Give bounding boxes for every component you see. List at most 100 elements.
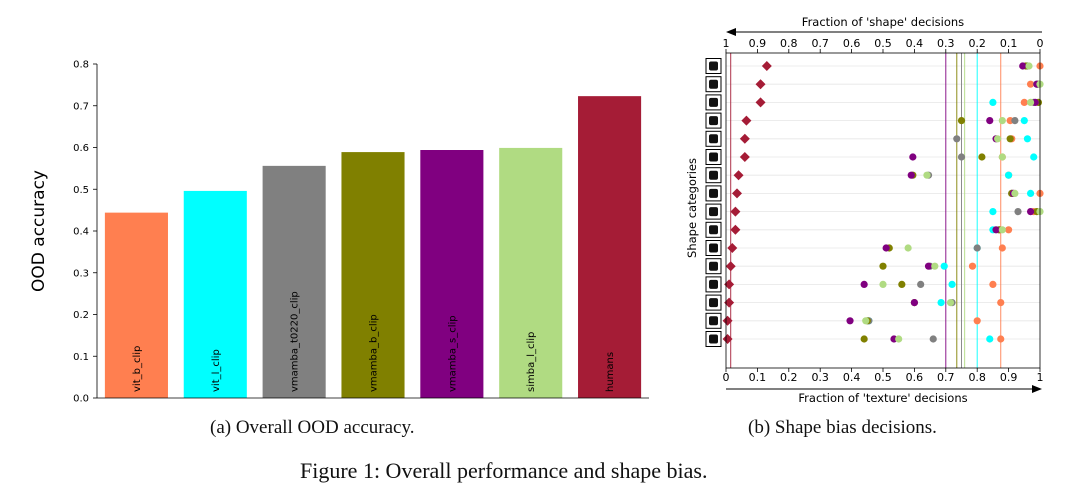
point-vit_l_clip: [1030, 153, 1038, 161]
point-humans: [755, 79, 766, 90]
keyboard-icon: [705, 294, 722, 311]
bar-label-vmamba_s_clip: vmamba_s_clip: [447, 315, 458, 392]
point-humans: [731, 188, 742, 199]
airplane-icon: [705, 94, 722, 111]
bar-label-vmamba_t0220_clip: vmamba_t0220_clip: [290, 291, 301, 392]
panel-a-caption: (a) Overall OOD accuracy.: [210, 417, 415, 438]
shape-points: [722, 61, 1044, 344]
y-tick-label: 0.4: [73, 227, 89, 238]
point-humans: [727, 243, 738, 253]
bar-vmamba_t0220_clip: [262, 165, 326, 398]
point-simba_l_clip: [998, 117, 1006, 125]
point-simba_l_clip: [879, 280, 887, 288]
y-tick-label: 0.6: [73, 143, 89, 154]
bicycle-icon: [705, 240, 722, 256]
point-vmamba_t0220_clip: [1014, 208, 1022, 216]
elephant-icon: [705, 203, 722, 220]
point-humans: [724, 297, 735, 308]
bottom-tick-label: 0.2: [780, 371, 798, 384]
y-tick-label: 0.8: [73, 60, 89, 71]
point-vit_l_clip: [989, 208, 997, 216]
point-humans: [730, 224, 741, 235]
top-tick-label: 0.6: [843, 37, 861, 50]
bar-series: [104, 96, 642, 399]
point-vmamba_b_clip: [879, 262, 887, 270]
bottom-tick-label: 0: [723, 371, 730, 384]
top-tick-label: 0.4: [906, 37, 924, 50]
point-simba_l_clip: [904, 244, 912, 252]
bar-vmamba_s_clip: [420, 150, 484, 398]
point-vmamba_t0220_clip: [917, 280, 925, 288]
point-vit_l_clip: [1023, 135, 1032, 143]
point-simba_l_clip: [998, 153, 1006, 161]
point-vit_b_clip: [997, 335, 1005, 343]
top-tick-label: 0.2: [968, 37, 986, 50]
point-vmamba_s_clip: [992, 226, 1000, 234]
bottom-tick-label: 1: [1037, 371, 1044, 384]
cat-icon: [705, 185, 722, 202]
bottom-tick-label: 0.9: [1000, 371, 1018, 384]
point-simba_l_clip: [923, 171, 931, 179]
point-vit_b_clip: [1020, 98, 1028, 106]
point-vit_b_clip: [968, 262, 977, 270]
bar-vit_l_clip: [183, 190, 247, 398]
point-vmamba_s_clip: [1019, 62, 1027, 70]
point-simba_l_clip: [895, 335, 903, 343]
bar-humans: [578, 96, 642, 399]
point-humans: [725, 261, 736, 272]
point-vmamba_t0220_clip: [973, 244, 981, 252]
bar-label-vit_l_clip: vit_l_clip: [211, 349, 222, 392]
bottom-tick-label: 0.1: [749, 371, 767, 384]
knife-icon: [705, 58, 722, 74]
point-vit_b_clip: [1026, 80, 1035, 88]
bottom-axis-arrow: [726, 385, 1042, 393]
point-vit_b_clip: [998, 244, 1006, 252]
bar-label-vmamba_b_clip: vmamba_b_clip: [369, 314, 380, 392]
bottom-tick-label: 0.7: [937, 371, 955, 384]
point-vit_l_clip: [989, 98, 997, 106]
bar-label-simba_l_clip: simba_l_clip: [526, 332, 537, 392]
point-vmamba_s_clip: [909, 153, 917, 161]
shape-x-ticks: 0 0.1 0.2 0.3 0.4 0.5 0.6 0.7 0.8 0.9 1 1 0.9 0.8 0.7 0…: [723, 37, 1044, 384]
shape-mean-lines: [730, 53, 1002, 368]
figure-caption: Figure 1: Overall performance and shape …: [300, 458, 708, 483]
y-tick-label: 0.5: [73, 185, 89, 196]
point-humans: [739, 152, 750, 162]
y-tick-label: 0.3: [73, 268, 89, 279]
car-icon: [705, 149, 722, 165]
point-vit_l_clip: [940, 262, 948, 270]
boat-icon: [705, 276, 722, 293]
dog-icon: [705, 130, 722, 147]
point-vmamba_s_clip: [846, 317, 854, 325]
top-tick-label: 0.1: [1000, 37, 1018, 50]
point-vit_b_clip: [997, 299, 1005, 307]
point-vmamba_s_clip: [860, 280, 868, 288]
y-tick-label: 0.1: [73, 352, 89, 363]
shape-gridlines: [726, 65, 1040, 340]
bear-icon: [705, 112, 722, 129]
bottom-tick-label: 0.3: [811, 371, 829, 384]
point-vit_b_clip: [973, 317, 981, 325]
y-axis-ticks: 0.0 0.1 0.2 0.3 0.4 0.5 0.6 0.7 0.8: [73, 60, 97, 405]
bar-vit_b_clip: [104, 212, 168, 398]
top-tick-label: 0.5: [874, 37, 892, 50]
point-simba_l_clip: [862, 317, 870, 325]
point-vit_b_clip: [989, 280, 997, 288]
top-tick-label: 1: [723, 37, 730, 50]
bar-label-vit_b_clip: vit_b_clip: [132, 346, 143, 392]
point-vmamba_b_clip: [898, 280, 906, 288]
point-vmamba_t0220_clip: [953, 135, 961, 143]
oven-icon: [705, 331, 722, 347]
top-axis-arrow: [726, 28, 1042, 36]
bottom-tick-label: 0.5: [874, 371, 892, 384]
ood-accuracy-bar-chart: OOD accuracy 0.0 0.1 0.2 0.3 0.4 0.5 0.6 0.7 0.8…: [29, 60, 649, 405]
bottom-tick-label: 0.6: [906, 371, 924, 384]
point-vit_l_clip: [937, 299, 945, 307]
point-humans: [722, 334, 733, 344]
bar-label-humans: humans: [605, 352, 616, 392]
point-vit_l_clip: [1005, 171, 1013, 179]
point-vmamba_s_clip: [986, 117, 994, 125]
point-vit_l_clip: [986, 335, 994, 343]
point-vit_l_clip: [1020, 117, 1028, 125]
point-humans: [755, 97, 766, 108]
